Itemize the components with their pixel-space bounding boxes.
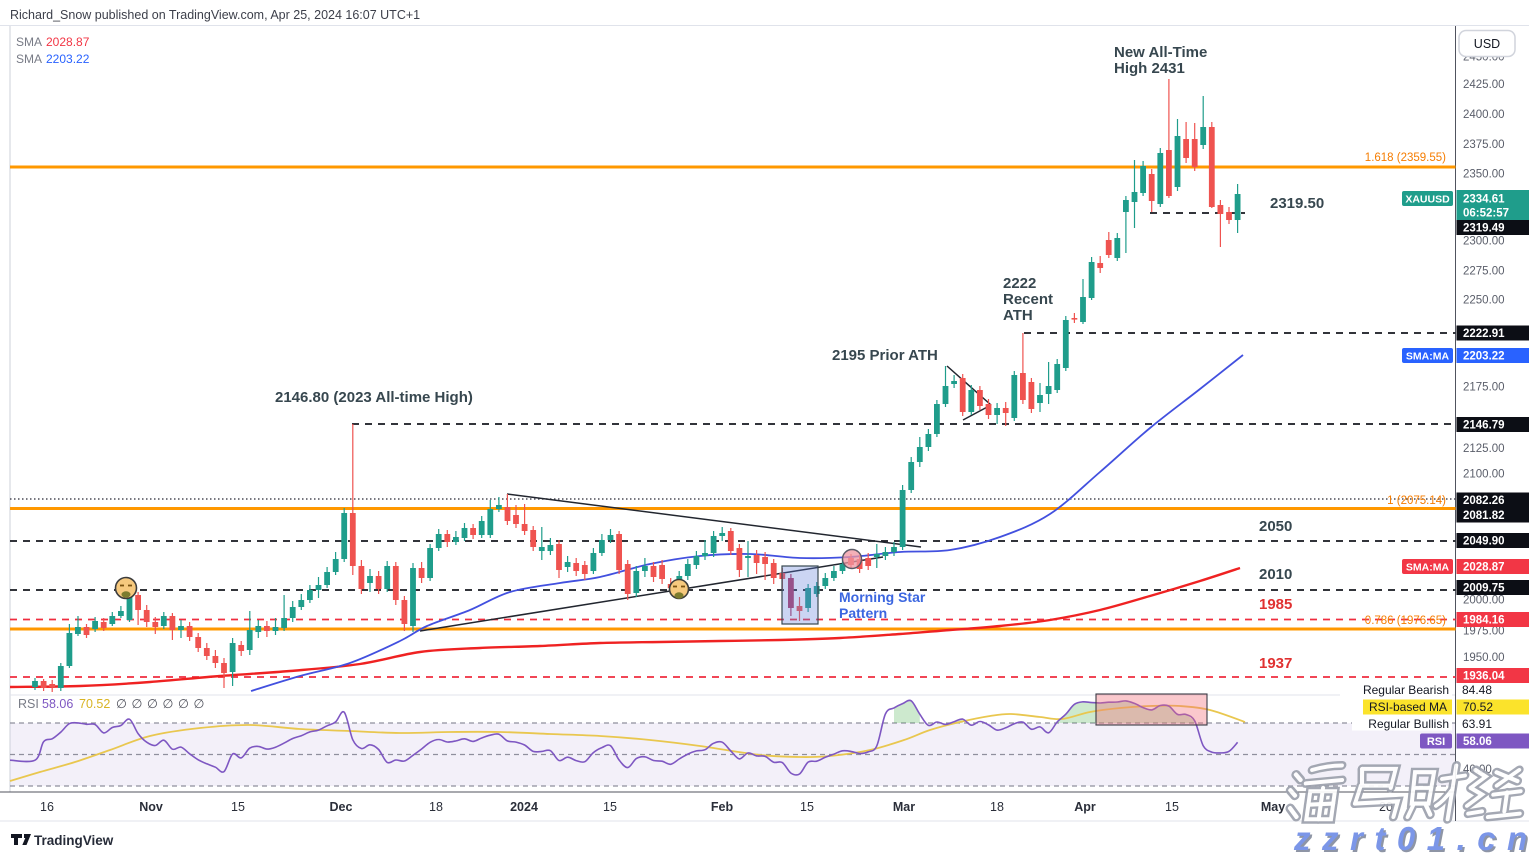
svg-text:Nov: Nov	[139, 800, 163, 814]
svg-text:∅: ∅	[116, 697, 127, 711]
svg-text:2222: 2222	[1003, 275, 1036, 292]
svg-text:XAUUSD: XAUUSD	[1405, 194, 1450, 206]
svg-text:Regular Bullish: Regular Bullish	[1368, 717, 1449, 731]
svg-text:2375.00: 2375.00	[1463, 139, 1505, 151]
svg-text:High 2431: High 2431	[1114, 60, 1185, 77]
svg-text:06:52:57: 06:52:57	[1463, 208, 1509, 220]
svg-text:zzrt01.cn: zzrt01.cn	[1293, 820, 1529, 857]
svg-text:2275.00: 2275.00	[1463, 266, 1505, 278]
svg-text:TradingView: TradingView	[34, 833, 114, 848]
svg-text:16: 16	[40, 800, 54, 814]
svg-text:1984.16: 1984.16	[1463, 615, 1505, 627]
svg-text:1950.00: 1950.00	[1463, 652, 1505, 664]
svg-text:Morning Star: Morning Star	[839, 589, 926, 605]
svg-text:May: May	[1261, 800, 1285, 814]
svg-text:2319.50: 2319.50	[1270, 195, 1324, 212]
svg-text:15: 15	[603, 800, 617, 814]
svg-text:1.618 (2359.55): 1.618 (2359.55)	[1365, 152, 1446, 164]
svg-text:Pattern: Pattern	[839, 605, 887, 621]
svg-text:2425.00: 2425.00	[1463, 79, 1505, 91]
svg-text:SMA:MA: SMA:MA	[1406, 562, 1450, 574]
svg-text:0.786 (1976.65): 0.786 (1976.65)	[1365, 615, 1446, 627]
svg-text:2028.87: 2028.87	[46, 35, 90, 49]
svg-text:2222.91: 2222.91	[1463, 328, 1505, 340]
svg-text:2146.80 (2023 All-time High): 2146.80 (2023 All-time High)	[275, 389, 473, 406]
svg-text:58.06: 58.06	[1463, 736, 1492, 748]
svg-text:Apr: Apr	[1074, 800, 1096, 814]
svg-text:1 (2075.14): 1 (2075.14)	[1387, 495, 1446, 507]
svg-text:∅: ∅	[163, 697, 174, 711]
svg-text:2203.22: 2203.22	[46, 52, 90, 66]
svg-text:2049.90: 2049.90	[1463, 536, 1505, 548]
svg-text:1975.00: 1975.00	[1463, 626, 1505, 638]
svg-text:15: 15	[1165, 800, 1179, 814]
svg-text:2195 Prior ATH: 2195 Prior ATH	[832, 347, 938, 364]
svg-text:1985: 1985	[1259, 596, 1292, 613]
svg-text:zzrt01.cn: zzrt01.cn	[1295, 822, 1529, 857]
svg-text:58.06: 58.06	[42, 697, 73, 711]
svg-text:63.91: 63.91	[1462, 717, 1492, 731]
svg-text:2082.26: 2082.26	[1463, 495, 1505, 507]
svg-text:Recent: Recent	[1003, 291, 1053, 308]
svg-text:2203.22: 2203.22	[1463, 351, 1505, 363]
svg-text:2250.00: 2250.00	[1463, 295, 1505, 307]
svg-text:SMA:MA: SMA:MA	[1406, 351, 1450, 363]
svg-text:SMA: SMA	[16, 35, 42, 49]
svg-text:1936.04: 1936.04	[1463, 671, 1505, 683]
svg-text:2081.82: 2081.82	[1463, 510, 1505, 522]
svg-text:2319.49: 2319.49	[1463, 223, 1505, 235]
svg-text:2125.00: 2125.00	[1463, 443, 1505, 455]
svg-text:∅: ∅	[178, 697, 189, 711]
svg-text:70.52: 70.52	[79, 697, 110, 711]
svg-text:2024: 2024	[510, 800, 538, 814]
svg-text:Dec: Dec	[330, 800, 353, 814]
svg-text:∅: ∅	[147, 697, 158, 711]
svg-text:84.48: 84.48	[1462, 683, 1492, 697]
svg-text:Feb: Feb	[711, 800, 734, 814]
svg-text:ATH: ATH	[1003, 307, 1033, 324]
svg-text:USD: USD	[1474, 37, 1500, 51]
svg-text:Mar: Mar	[893, 800, 915, 814]
svg-text:RSI-based MA: RSI-based MA	[1369, 700, 1447, 714]
svg-text:RSI: RSI	[18, 697, 39, 711]
svg-text:2400.00: 2400.00	[1463, 109, 1505, 121]
svg-text:18: 18	[429, 800, 443, 814]
svg-text:2146.79: 2146.79	[1463, 420, 1505, 432]
svg-text:∅: ∅	[194, 697, 205, 711]
svg-text:∅: ∅	[132, 697, 143, 711]
svg-text:1937: 1937	[1259, 655, 1292, 672]
svg-text:RSI: RSI	[1427, 736, 1445, 748]
svg-text:2050: 2050	[1259, 518, 1292, 535]
svg-text:2100.00: 2100.00	[1463, 469, 1505, 481]
svg-text:2010: 2010	[1259, 566, 1292, 583]
svg-text:2300.00: 2300.00	[1463, 236, 1505, 248]
svg-text:70.52: 70.52	[1463, 700, 1493, 714]
svg-text:2350.00: 2350.00	[1463, 169, 1505, 181]
svg-text:2175.00: 2175.00	[1463, 382, 1505, 394]
svg-text:Richard_Snow published on Trad: Richard_Snow published on TradingView.co…	[10, 8, 420, 22]
svg-text:18: 18	[990, 800, 1004, 814]
svg-text:2000.00: 2000.00	[1463, 595, 1505, 607]
svg-text:2028.87: 2028.87	[1463, 562, 1505, 574]
svg-text:2334.61: 2334.61	[1463, 194, 1505, 206]
svg-text:New All-Time: New All-Time	[1114, 44, 1207, 61]
svg-text:15: 15	[231, 800, 245, 814]
svg-text:15: 15	[800, 800, 814, 814]
svg-text:2009.75: 2009.75	[1463, 583, 1505, 595]
svg-text:Regular Bearish: Regular Bearish	[1363, 683, 1449, 697]
svg-text:SMA: SMA	[16, 52, 42, 66]
